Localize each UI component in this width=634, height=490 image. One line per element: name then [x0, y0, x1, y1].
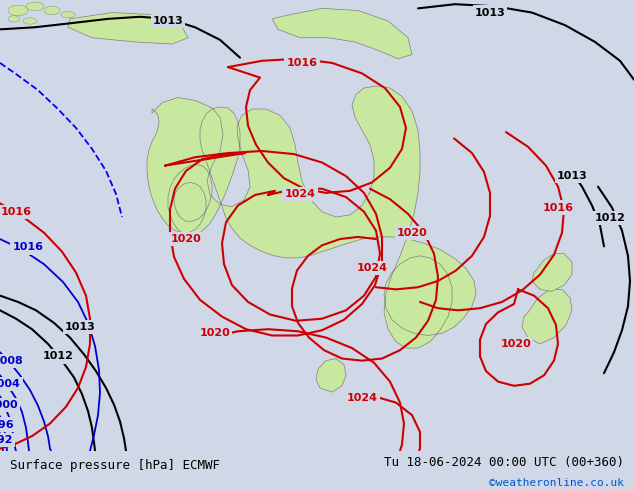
Text: 1020: 1020: [397, 228, 427, 238]
Text: 1013: 1013: [475, 7, 505, 18]
Text: 1020: 1020: [200, 328, 230, 339]
Text: Surface pressure [hPa] ECMWF: Surface pressure [hPa] ECMWF: [10, 459, 219, 471]
Ellipse shape: [8, 5, 28, 16]
Text: 1020: 1020: [501, 339, 531, 349]
Text: 1016: 1016: [543, 202, 574, 213]
Polygon shape: [68, 13, 188, 44]
Text: 996: 996: [0, 419, 14, 430]
Ellipse shape: [44, 6, 60, 15]
Text: 1008: 1008: [0, 356, 23, 366]
Text: 1000: 1000: [0, 400, 18, 410]
Text: 1016: 1016: [13, 243, 44, 252]
Text: 1012: 1012: [42, 351, 74, 362]
Text: 1013: 1013: [65, 322, 95, 332]
Ellipse shape: [8, 16, 20, 22]
Text: 1020: 1020: [171, 234, 202, 244]
Text: ©weatheronline.co.uk: ©weatheronline.co.uk: [489, 477, 624, 488]
Text: Tu 18-06-2024 00:00 UTC (00+360): Tu 18-06-2024 00:00 UTC (00+360): [384, 456, 624, 469]
Ellipse shape: [26, 2, 44, 10]
Text: 1024: 1024: [285, 189, 316, 199]
Text: 1016: 1016: [287, 58, 318, 68]
Text: 1013: 1013: [153, 16, 183, 26]
Text: 1024: 1024: [356, 264, 387, 273]
Text: 1013: 1013: [557, 171, 587, 181]
Text: 1016: 1016: [1, 207, 32, 217]
Polygon shape: [532, 254, 572, 292]
Text: 1024: 1024: [347, 393, 377, 403]
Polygon shape: [316, 359, 346, 392]
Polygon shape: [147, 86, 476, 348]
Text: 992: 992: [0, 435, 13, 445]
Polygon shape: [272, 8, 412, 59]
Polygon shape: [522, 290, 572, 344]
Text: 1012: 1012: [595, 213, 625, 223]
Text: 1004: 1004: [0, 379, 20, 389]
Ellipse shape: [61, 12, 75, 18]
Ellipse shape: [23, 18, 37, 24]
